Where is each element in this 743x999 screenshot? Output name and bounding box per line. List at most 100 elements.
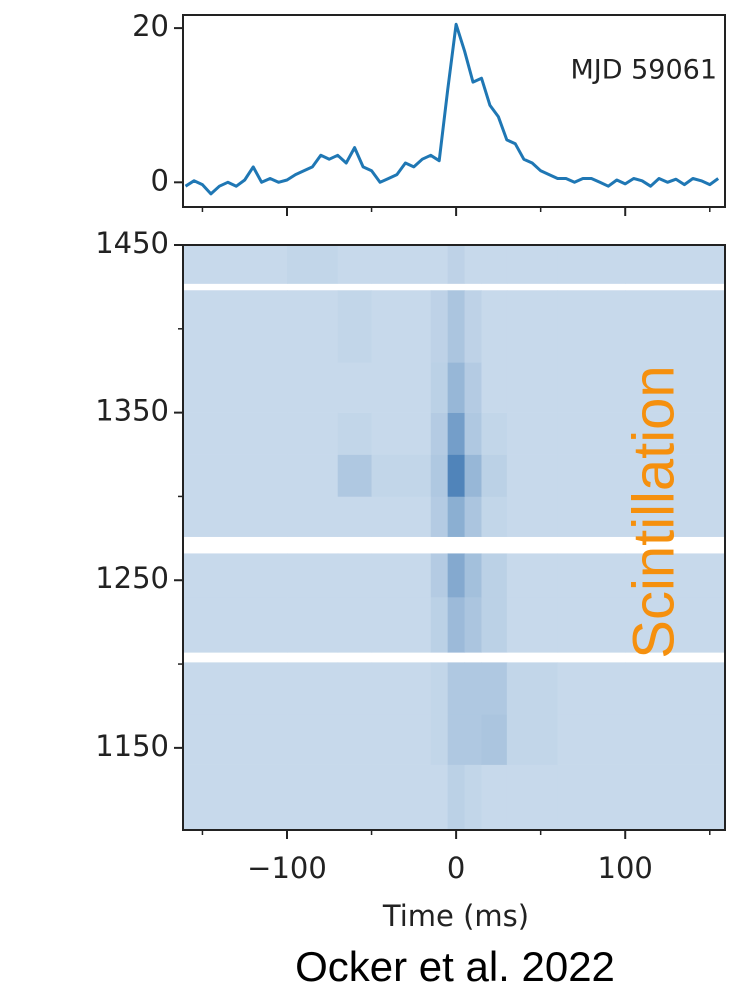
y-tick-label: 1250 <box>95 561 169 595</box>
heatmap-cell <box>371 553 432 598</box>
heatmap-cell <box>183 290 288 363</box>
x-tick-label: 100 <box>598 851 653 885</box>
heatmap-cell <box>287 412 339 455</box>
heatmap-cell <box>371 714 432 765</box>
heatmap-cell <box>447 245 466 284</box>
heatmap-cell <box>464 597 482 653</box>
heatmap-cell <box>183 454 288 497</box>
heatmap-cell <box>447 662 466 715</box>
heatmap-cell <box>183 245 288 284</box>
heatmap-cell <box>371 662 432 715</box>
heatmap-cell <box>287 764 339 831</box>
x-tick-label: 0 <box>447 851 465 885</box>
heatmap-cell <box>371 362 432 413</box>
heatmap-cell <box>625 412 726 455</box>
heatmap-cell <box>506 553 559 598</box>
heatmap-cell <box>464 412 482 455</box>
heatmap-cell <box>183 553 288 598</box>
heatmap-cell <box>464 454 482 497</box>
heatmap-cell <box>287 454 339 497</box>
heatmap-cell <box>337 553 373 598</box>
heatmap-cell <box>430 496 449 537</box>
heatmap-cell <box>183 714 288 765</box>
heatmap-cell <box>481 764 508 831</box>
heatmap-cell <box>464 496 482 537</box>
heatmap-cell <box>481 496 508 537</box>
heatmap-cell <box>625 597 726 653</box>
heatmap-cell <box>447 454 466 497</box>
heatmap-cell <box>447 764 466 831</box>
heatmap-cell <box>506 597 559 653</box>
heatmap-cell <box>464 553 482 598</box>
heatmap-cell <box>371 290 432 363</box>
heatmap-cell <box>430 662 449 715</box>
heatmap-cell <box>430 454 449 497</box>
heatmap-cell <box>287 597 339 653</box>
heatmap-cell <box>464 362 482 413</box>
heatmap-cell <box>625 290 726 363</box>
heatmap-cell <box>557 290 626 363</box>
heatmap-cell <box>506 412 559 455</box>
heatmap-cell <box>464 245 482 284</box>
heatmap-cell <box>337 496 373 537</box>
heatmap-cell <box>183 662 288 715</box>
heatmap-cell <box>371 454 432 497</box>
caption: Ocker et al. 2022 <box>295 943 615 990</box>
heatmap-cell <box>464 714 482 765</box>
heatmap-cell <box>464 290 482 363</box>
heatmap-cell <box>557 496 626 537</box>
heatmap-cell <box>430 245 449 284</box>
plot-frame <box>182 14 726 208</box>
x-axis-label: Time (ms) <box>382 899 529 933</box>
heatmap-cell <box>287 496 339 537</box>
heatmap-cell <box>625 454 726 497</box>
heatmap-cell <box>481 662 508 715</box>
heatmap-cell <box>464 764 482 831</box>
heatmap-cell <box>337 454 373 497</box>
heatmap-cell <box>557 412 626 455</box>
annotation: Scintillation <box>621 365 686 658</box>
heatmap-cell <box>430 553 449 598</box>
heatmap-cell <box>506 362 559 413</box>
heatmap-cell <box>625 764 726 831</box>
heatmap-cell <box>447 553 466 598</box>
heatmap-cell <box>430 362 449 413</box>
y-tick-label: 1150 <box>95 729 169 763</box>
heatmap-cell <box>447 362 466 413</box>
heatmap-cell <box>337 245 373 284</box>
heatmap-cell <box>447 597 466 653</box>
heatmap-cell <box>287 553 339 598</box>
y-tick-label: 1450 <box>95 226 169 260</box>
heatmap-cell <box>371 597 432 653</box>
heatmap-cell <box>183 362 288 413</box>
annotation: MJD 59061 <box>570 55 717 86</box>
heatmap-cell <box>557 662 626 715</box>
heatmap-cell <box>625 496 726 537</box>
heatmap-cell <box>557 553 626 598</box>
heatmap-cell <box>557 764 626 831</box>
heatmap-cell <box>430 412 449 455</box>
heatmap-cell <box>625 714 726 765</box>
heatmap-cell <box>464 662 482 715</box>
heatmap-cell <box>557 714 626 765</box>
heatmap-cell <box>481 714 508 765</box>
heatmap-cell <box>506 290 559 363</box>
heatmap-cell <box>506 245 559 284</box>
heatmap-cell <box>481 553 508 598</box>
heatmap-cell <box>506 764 559 831</box>
heatmap-cell <box>371 245 432 284</box>
heatmap-cell <box>183 764 288 831</box>
y-tick-label: 1350 <box>95 394 169 428</box>
heatmap-cell <box>481 290 508 363</box>
heatmap-cell <box>506 714 559 765</box>
heatmap-cell <box>447 412 466 455</box>
heatmap-cell <box>337 597 373 653</box>
heatmap-cell <box>481 454 508 497</box>
heatmap-cell <box>287 290 339 363</box>
heatmap-cell <box>625 553 726 598</box>
heatmap-cell <box>430 764 449 831</box>
heatmap-cell <box>625 362 726 413</box>
profile-line <box>184 22 720 196</box>
heatmap-cell <box>371 496 432 537</box>
